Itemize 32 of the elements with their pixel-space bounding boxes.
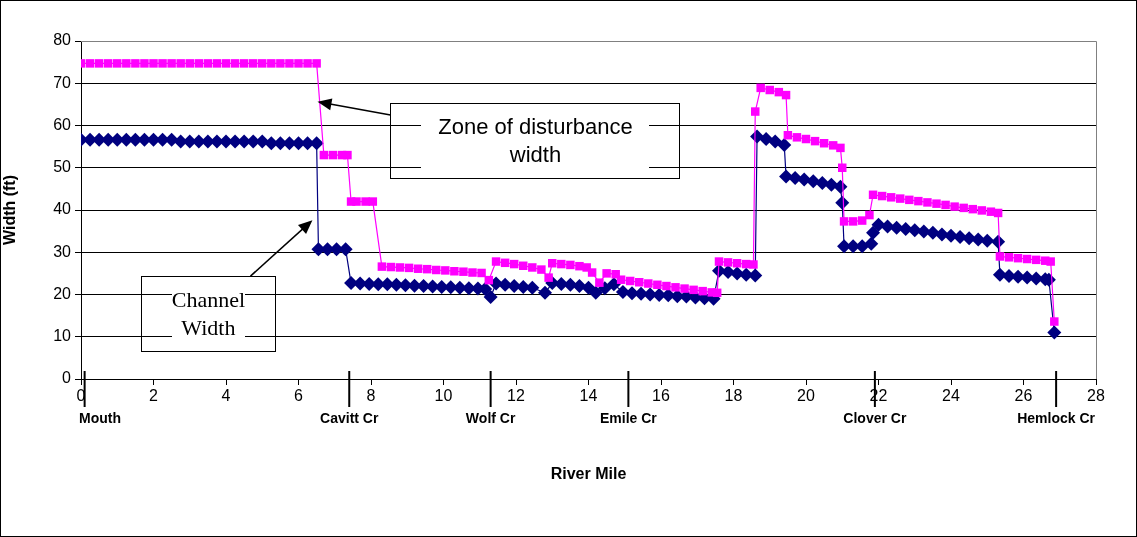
x-tick-label: 14 xyxy=(579,387,598,405)
x-tick-label: 28 xyxy=(1087,387,1105,405)
x-tick-label: 2 xyxy=(149,387,159,405)
y-tick-label: 80 xyxy=(53,31,72,49)
x-tick-label: 10 xyxy=(434,387,453,405)
x-tick-label: 6 xyxy=(294,387,304,405)
y-tick-label: 50 xyxy=(53,158,72,176)
y-axis-title: Width (ft) xyxy=(1,174,19,246)
y-tick-label: 10 xyxy=(53,327,72,345)
x-tick-label: 16 xyxy=(652,387,670,405)
ref-line-label: Hemlock Cr xyxy=(1017,409,1096,426)
annotation: Channel Width xyxy=(171,286,246,343)
x-tick-label: 26 xyxy=(1014,387,1033,405)
ref-line-label: Clover Cr xyxy=(843,409,907,426)
x-tick-label: 18 xyxy=(724,387,743,405)
annotation: Zone of disturbance width xyxy=(421,112,650,169)
ref-line-label: Cavitt Cr xyxy=(320,409,379,426)
x-tick-label: 8 xyxy=(366,387,376,405)
ref-line-label: Wolf Cr xyxy=(465,409,516,426)
y-tick-label: 0 xyxy=(62,369,72,387)
ref-line-label: Mouth xyxy=(79,409,121,426)
x-tick-label: 20 xyxy=(797,387,815,405)
y-tick-label: 30 xyxy=(53,242,72,260)
y-tick-label: 70 xyxy=(53,73,72,91)
ref-line-label: Emile Cr xyxy=(599,409,658,426)
x-tick-label: 24 xyxy=(942,387,960,405)
x-axis-title: River Mile xyxy=(550,464,627,482)
y-tick-label: 40 xyxy=(53,200,72,218)
x-tick-label: 12 xyxy=(507,387,525,405)
y-tick-label: 60 xyxy=(53,115,72,133)
y-tick-label: 20 xyxy=(53,284,72,302)
x-tick-label: 4 xyxy=(221,387,231,405)
